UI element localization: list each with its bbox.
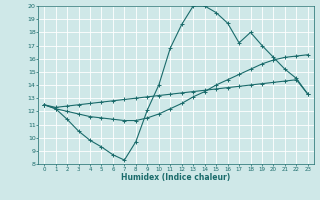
X-axis label: Humidex (Indice chaleur): Humidex (Indice chaleur) [121, 173, 231, 182]
